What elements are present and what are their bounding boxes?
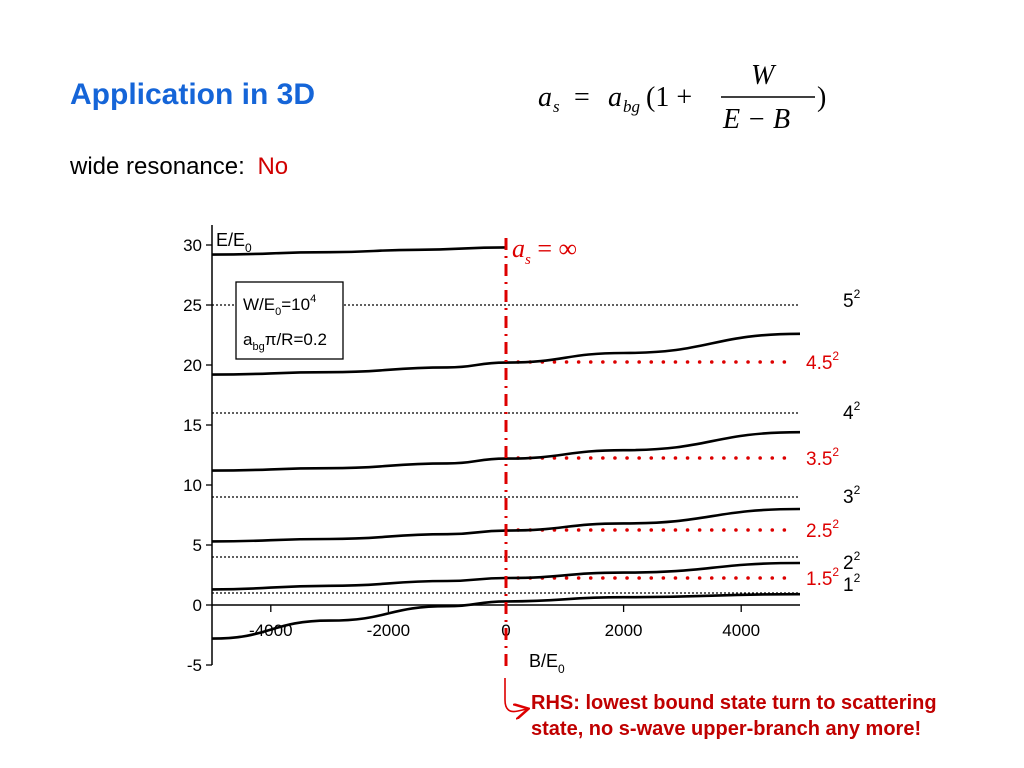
note-line-2: state, no s-wave upper-branch any more! — [531, 718, 922, 740]
legend-box — [235, 281, 344, 360]
note-arrow — [504, 678, 527, 712]
level-label: 42 — [843, 399, 861, 424]
formula-a: a — [608, 82, 622, 113]
note-line-1: RHS: lowest bound state turn to scatteri… — [531, 692, 937, 714]
formula-a-sub: bg — [623, 97, 640, 116]
infinity-label: as = ∞ — [512, 234, 577, 268]
x-tick-label: 4000 — [722, 621, 760, 640]
legend-line1: W/E0=104 — [243, 293, 316, 318]
legend: W/E0=104 abgπ/R=0.2 — [235, 281, 344, 360]
energy-curve — [211, 246, 507, 256]
formula-lhs-sub: s — [553, 97, 560, 116]
level-label: 52 — [843, 287, 861, 312]
y-tick-label: 0 — [193, 596, 202, 615]
energy-curve — [211, 592, 801, 640]
y-tick-label: 5 — [193, 536, 202, 555]
slide-title: Application in 3D — [70, 78, 316, 111]
level-label: 2.52 — [806, 517, 839, 542]
y-tick-label: 25 — [183, 296, 202, 315]
level-label: 1.52 — [806, 565, 839, 590]
formula-lhs: a — [538, 82, 552, 113]
subtitle-value: No — [257, 153, 289, 180]
y-tick-label: 20 — [183, 356, 202, 375]
x-tick-label: 2000 — [605, 621, 643, 640]
level-label: 12 — [843, 571, 861, 596]
formula-numerator: W — [751, 60, 777, 91]
x-axis-title: B/E0 — [529, 651, 565, 676]
legend-line2: abgπ/R=0.2 — [243, 330, 327, 353]
level-label: 22 — [843, 549, 861, 574]
note: RHS: lowest bound state turn to scatteri… — [531, 690, 937, 742]
y-axis-title: E/E0 — [216, 230, 252, 255]
level-label: 32 — [843, 483, 861, 508]
formula-open: (1 + — [646, 82, 692, 113]
energy-curve — [211, 430, 801, 472]
level-label: 3.52 — [806, 445, 839, 470]
level-label: 4.52 — [806, 349, 839, 374]
energy-curve — [211, 507, 801, 543]
formula-close: ) — [817, 82, 826, 113]
x-tick-label: -2000 — [367, 621, 410, 640]
subtitle: wide resonance: No — [70, 153, 288, 181]
formula-denominator: E − B — [722, 104, 790, 135]
subtitle-label: wide resonance: — [70, 153, 245, 180]
energy-curve — [211, 561, 801, 591]
energy-curves — [211, 246, 801, 640]
formula: a s = a bg (1 + W E − B ) — [538, 60, 826, 135]
y-tick-label: 30 — [183, 236, 202, 255]
y-tick-label: -5 — [187, 656, 202, 675]
y-tick-label: 10 — [183, 476, 202, 495]
energy-curve — [211, 332, 801, 376]
formula-eq: = — [574, 82, 590, 113]
y-tick-label: 15 — [183, 416, 202, 435]
